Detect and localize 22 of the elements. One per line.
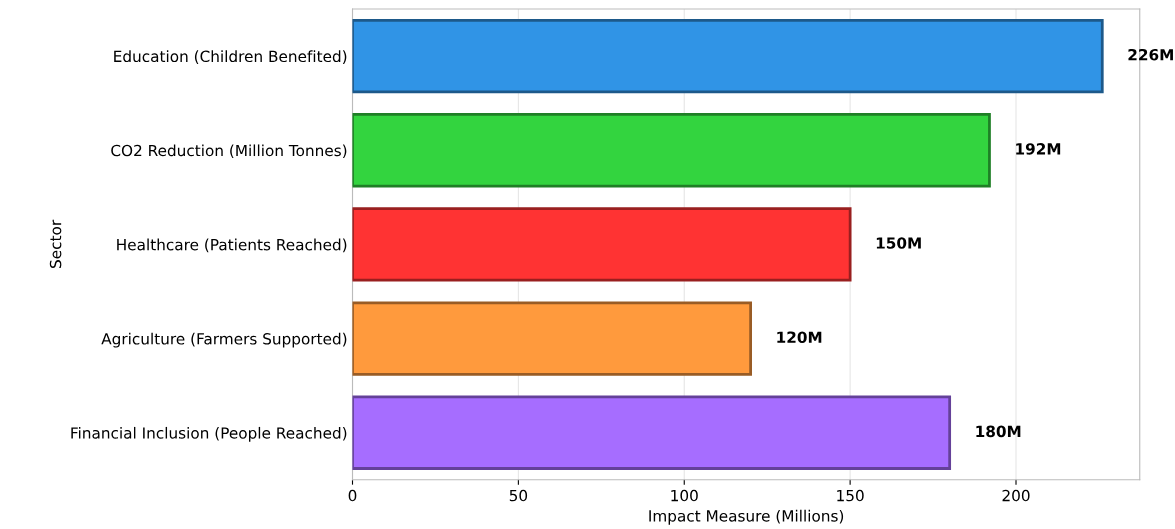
x-tick-label: 0 [348,489,357,502]
bar [352,18,1104,94]
bar [352,113,991,188]
bar [352,301,752,376]
y-tick-label: Agriculture (Farmers Supported) [101,332,347,348]
y-tick-label: Education (Children Benefited) [114,50,347,64]
x-tick-label: 200 [1002,489,1030,502]
y-tick-label: Healthcare (Patients Reached) [117,238,347,253]
data-label: 180M [976,425,1021,438]
x-axis-title: Impact Measure (Millions) [649,509,844,525]
x-tick-label: 50 [509,489,528,502]
data-label: 226M [1128,48,1173,61]
data-label: 192M [1016,143,1061,155]
bar [352,207,852,282]
data-label: 120M [777,331,822,343]
bar [352,395,952,470]
y-tick-label: Financial Inclusion (People Reached) [71,426,347,442]
x-tick-label: 100 [671,489,698,502]
y-axis-title: Sector [49,219,62,268]
data-label: 150M [876,237,921,249]
x-tick-label: 150 [837,489,864,502]
y-tick-label: CO2 Reduction (Million Tonnes) [111,144,347,159]
